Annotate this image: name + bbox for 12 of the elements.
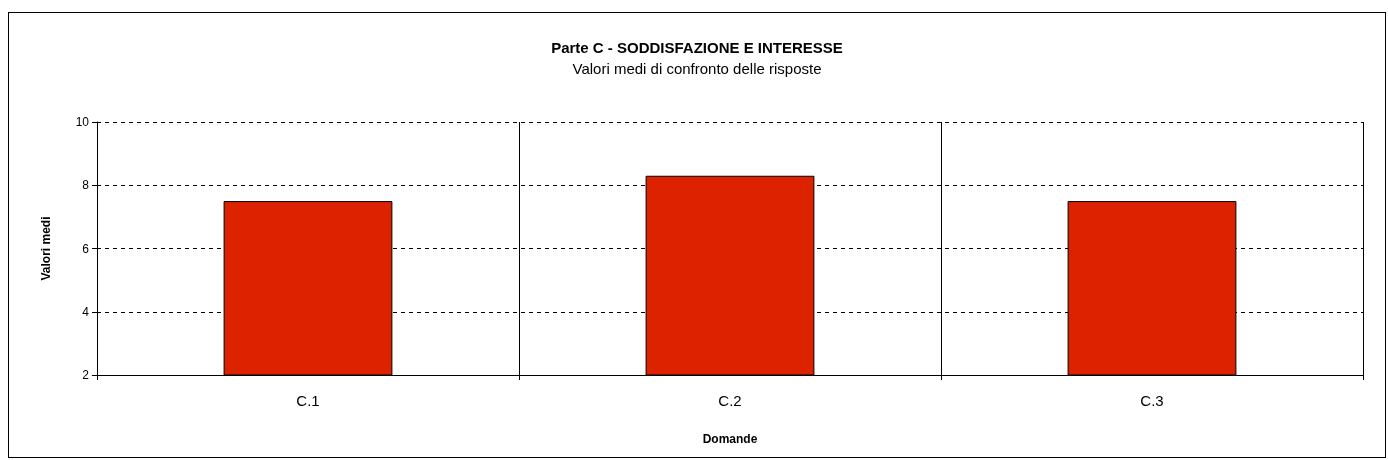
chart-title: Parte C - SODDISFAZIONE E INTERESSE	[551, 39, 843, 56]
y-tick-label: 4	[82, 304, 90, 319]
y-tick-label: 8	[82, 178, 90, 193]
x-tick-label: C.2	[718, 392, 742, 409]
y-tick-label: 2	[82, 368, 90, 382]
x-axis-title: Domande	[702, 432, 758, 446]
y-axis-title: Valori medi	[39, 216, 53, 281]
y-tick-label: 6	[82, 241, 90, 256]
chart-subtitle: Valori medi di confronto delle risposte	[572, 60, 822, 77]
x-tick-label: C.3	[1140, 392, 1164, 409]
y-tick-label: 10	[75, 115, 90, 129]
x-tick-label: C.1	[296, 392, 320, 409]
